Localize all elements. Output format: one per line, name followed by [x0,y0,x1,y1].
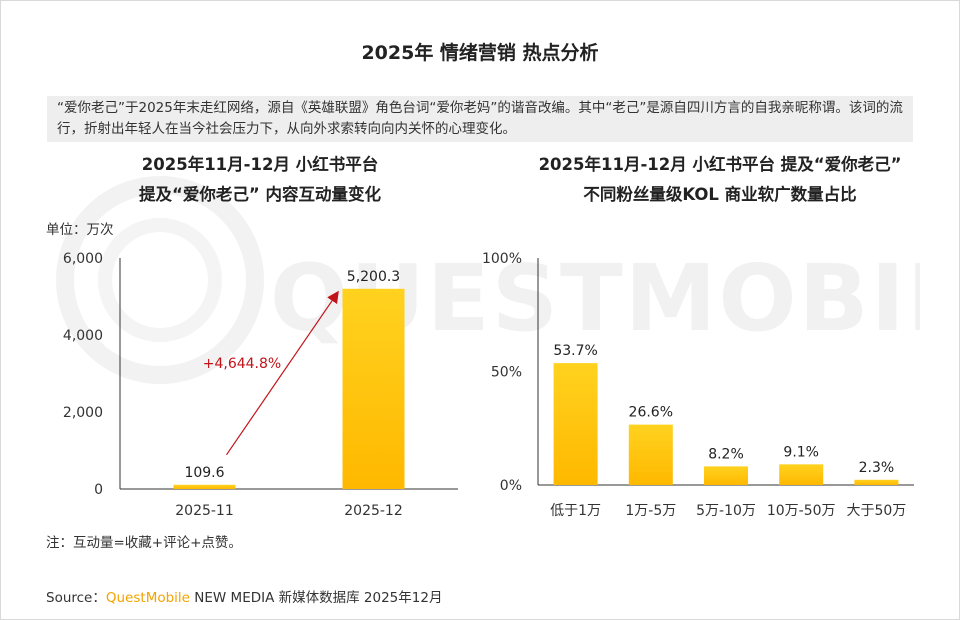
x-tick-label: 2025-11 [175,503,234,519]
data-label: 109.6 [184,465,224,481]
x-tick-label: 1万-5万 [625,503,676,519]
data-label: 8.2% [708,446,744,462]
left-chart-title: 2025年11月-12月 小红书平台 提及“爱你老己” 内容互动量变化 [80,150,440,210]
x-tick-label: 2025-12 [344,503,403,519]
growth-arrow [226,290,339,456]
source-prefix: Source： [46,590,106,606]
right-chart-title: 2025年11月-12月 小红书平台 提及“爱你老己” 不同粉丝量级KOL 商业… [500,150,940,210]
y-tick-label: 2,000 [63,405,103,421]
x-tick-label: 10万-50万 [767,503,836,519]
intro-note: “爱你老己”于2025年末走红网络，源自《英雄联盟》角色台词“爱你老妈”的谐音改… [47,96,913,142]
x-tick-label: 大于50万 [846,503,906,519]
y-tick-label: 0% [500,478,522,494]
y-tick-label: 50% [491,365,522,381]
right-chart-title-line1: 2025年11月-12月 小红书平台 提及“爱你老己” [538,155,902,174]
unit-label: 单位：万次 [46,222,114,238]
source-brand: QuestMobile [105,590,190,606]
footnote: 注：互动量=收藏+评论+点赞。 [46,535,242,551]
bar [854,479,899,485]
right-bar-chart: 0% 50% 100% 53.7% 低于1万 26.6% 1万-5万 8.2% 5万-10万 9.… [482,251,914,519]
source-rest: NEW MEDIA 新媒体数据库 2025年12月 [189,590,443,606]
bar [553,363,598,485]
x-tick-label: 5万-10万 [696,503,756,519]
bar [342,288,405,489]
data-label: 9.1% [783,444,819,460]
data-label: 2.3% [859,460,895,476]
data-label: 26.6% [629,405,673,421]
y-tick-label: 6,000 [63,251,103,267]
data-label: 5,200.3 [347,269,400,285]
data-label: 53.7% [553,343,597,359]
left-bar-chart: 0 2,000 4,000 6,000 109.6 2025-11 5,200.3 2025-… [63,251,458,519]
left-chart-title-line2: 提及“爱你老己” 内容互动量变化 [139,185,381,204]
x-tick-label: 低于1万 [550,503,601,519]
bar [779,464,824,485]
right-chart-title-line2: 不同粉丝量级KOL 商业软广数量占比 [583,185,857,204]
y-tick-label: 4,000 [63,328,103,344]
bar [173,484,236,489]
bar [628,424,673,485]
left-chart-title-line1: 2025年11月-12月 小红书平台 [141,155,379,174]
y-tick-label: 0 [94,482,103,498]
y-tick-label: 100% [482,251,522,267]
bar [704,466,748,485]
growth-label: +4,644.8% [203,356,281,372]
page-title: 2025年 情绪营销 热点分析 [361,42,599,64]
source-line: Source：QuestMobile NEW MEDIA 新媒体数据库 2025… [46,586,442,606]
